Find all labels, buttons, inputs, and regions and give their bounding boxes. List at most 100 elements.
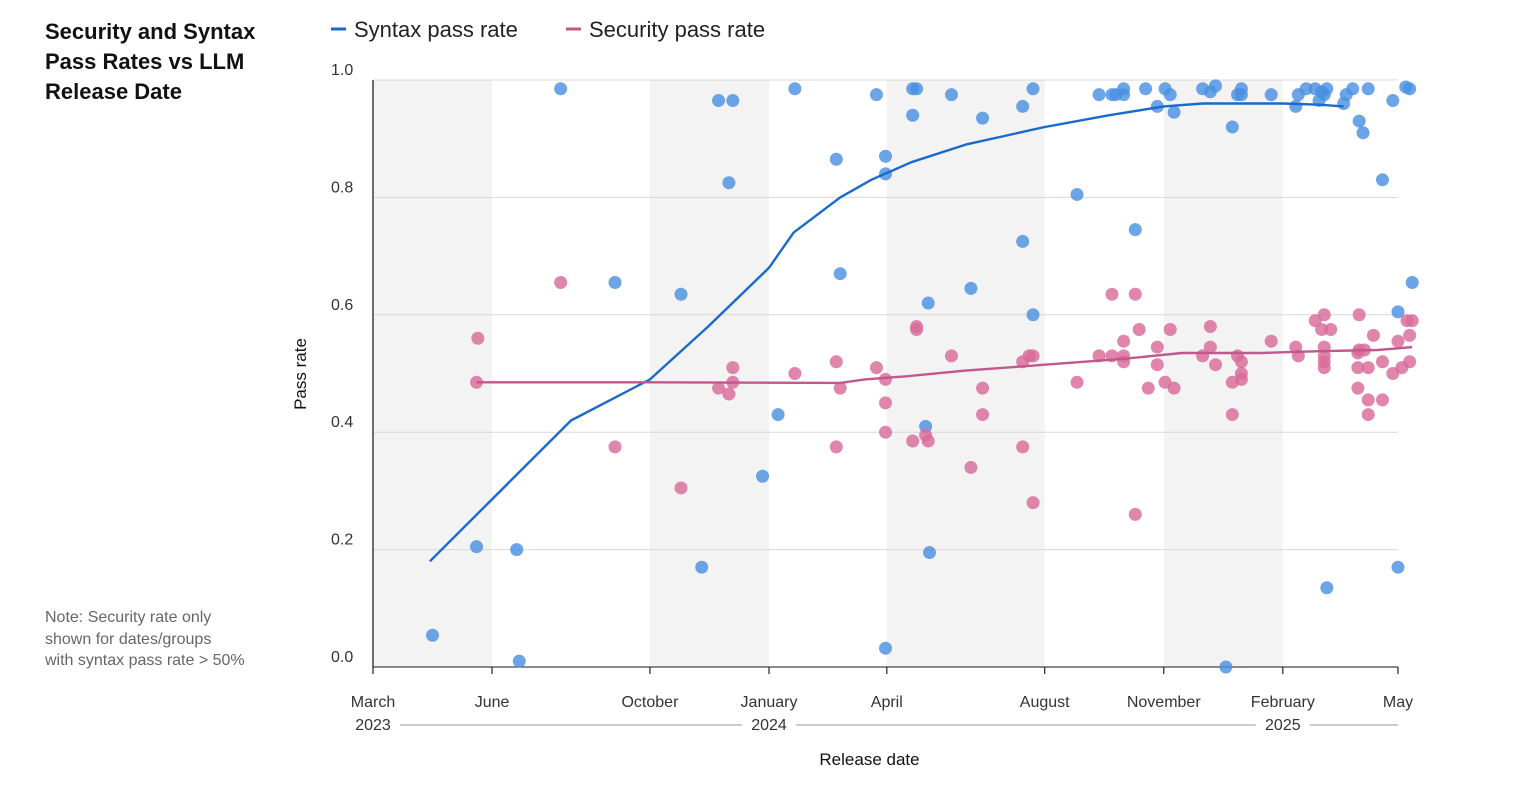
syntax-point bbox=[976, 111, 990, 125]
x-axis-title: Release date bbox=[819, 750, 919, 769]
security-point bbox=[1225, 408, 1239, 422]
x-tick-label: November bbox=[1127, 694, 1201, 711]
axis-labels: 0.0 0.2 0.4 0.6 0.8 1.0 March June October Januar… bbox=[291, 62, 1413, 769]
syntax-point bbox=[879, 149, 892, 163]
y-tick-label: 0.0 bbox=[331, 649, 353, 666]
security-point bbox=[1117, 349, 1131, 363]
security-point bbox=[1128, 507, 1142, 521]
syntax-point bbox=[1209, 79, 1223, 93]
security-point bbox=[1403, 328, 1417, 342]
x-tick-label: January bbox=[741, 694, 798, 711]
y-tick-label: 0.6 bbox=[331, 297, 353, 314]
syntax-point bbox=[833, 267, 847, 281]
y-tick-label: 0.4 bbox=[331, 414, 353, 431]
syntax-point bbox=[712, 94, 726, 108]
syntax-point bbox=[1346, 82, 1360, 96]
syntax-point bbox=[1139, 82, 1153, 96]
shaded-band bbox=[373, 80, 493, 667]
legend-label: Security pass rate bbox=[589, 17, 765, 42]
security-point bbox=[1026, 496, 1040, 510]
year-label: 2025 bbox=[1265, 717, 1301, 734]
security-point bbox=[1016, 440, 1030, 454]
security-point bbox=[945, 349, 959, 363]
security-point bbox=[726, 361, 740, 375]
security-point bbox=[910, 322, 924, 336]
security-point bbox=[1375, 393, 1389, 407]
x-tick-label: August bbox=[1020, 694, 1070, 711]
security-point bbox=[869, 361, 883, 375]
security-point bbox=[1351, 361, 1365, 375]
legend: Syntax pass rate Security pass rate bbox=[331, 17, 765, 42]
security-point bbox=[833, 381, 847, 395]
syntax-point bbox=[1026, 308, 1040, 322]
security-point bbox=[1366, 328, 1380, 342]
syntax-point bbox=[829, 152, 843, 166]
security-point bbox=[1234, 355, 1248, 369]
syntax-point bbox=[608, 276, 622, 290]
security-point bbox=[1092, 349, 1106, 363]
syntax-point bbox=[426, 628, 440, 642]
x-tick-label: February bbox=[1251, 694, 1315, 711]
syntax-point bbox=[906, 108, 920, 122]
security-point bbox=[1203, 320, 1217, 334]
syntax-point bbox=[695, 560, 709, 574]
security-point bbox=[1317, 361, 1331, 375]
security-point bbox=[1209, 358, 1223, 372]
y-tick-label: 0.2 bbox=[331, 532, 353, 549]
year-label: 2023 bbox=[355, 717, 391, 734]
y-tick-label: 0.8 bbox=[331, 179, 353, 196]
security-point bbox=[1234, 372, 1248, 386]
syntax-point bbox=[756, 469, 770, 483]
security-point bbox=[1105, 287, 1119, 301]
shaded-band bbox=[649, 80, 770, 667]
security-point bbox=[608, 440, 622, 454]
security-point bbox=[1167, 381, 1181, 395]
y-tick-label: 1.0 bbox=[331, 62, 353, 79]
security-point bbox=[1203, 340, 1217, 354]
security-point bbox=[1361, 361, 1375, 375]
security-point bbox=[471, 331, 485, 345]
security-point bbox=[1403, 355, 1417, 369]
syntax-point bbox=[1234, 88, 1248, 102]
syntax-point bbox=[945, 88, 959, 102]
security-point bbox=[1361, 393, 1375, 407]
syntax-point bbox=[1403, 82, 1417, 96]
security-point bbox=[1264, 334, 1278, 348]
syntax-point bbox=[554, 82, 568, 96]
trend-lines bbox=[429, 102, 1413, 563]
syntax-point bbox=[1289, 99, 1303, 113]
syntax-point bbox=[1391, 560, 1405, 574]
security-point bbox=[1070, 375, 1084, 389]
security-point bbox=[1405, 314, 1419, 328]
security-point bbox=[712, 381, 726, 395]
security-point bbox=[1315, 322, 1329, 336]
syntax-point bbox=[964, 281, 978, 295]
x-tick-label: May bbox=[1383, 694, 1413, 711]
security-point bbox=[1352, 308, 1366, 322]
shaded-band bbox=[886, 80, 1045, 667]
syntax-point bbox=[1092, 88, 1106, 102]
syntax-point bbox=[1070, 187, 1084, 201]
syntax-point bbox=[470, 540, 484, 554]
security-point bbox=[674, 481, 688, 495]
syntax-point bbox=[910, 82, 924, 96]
security-point bbox=[1026, 349, 1040, 363]
syntax-point bbox=[1375, 173, 1389, 187]
syntax-point bbox=[923, 546, 937, 560]
syntax-point bbox=[869, 88, 883, 102]
syntax-point bbox=[1320, 581, 1334, 595]
syntax-point bbox=[771, 408, 785, 422]
syntax-point bbox=[1352, 114, 1366, 128]
legend-label: Syntax pass rate bbox=[354, 17, 518, 42]
syntax-point bbox=[1405, 276, 1419, 290]
syntax-point bbox=[1225, 120, 1239, 134]
security-point bbox=[1351, 381, 1365, 395]
syntax-point bbox=[1163, 88, 1177, 102]
axes bbox=[372, 80, 1399, 726]
syntax-trend-line bbox=[429, 102, 1344, 563]
security-trend-line bbox=[476, 345, 1413, 385]
security-point bbox=[1150, 340, 1164, 354]
chart-title: Security and Syntax Pass Rates vs LLM Re… bbox=[45, 19, 256, 104]
x-tick-label: June bbox=[475, 694, 510, 711]
